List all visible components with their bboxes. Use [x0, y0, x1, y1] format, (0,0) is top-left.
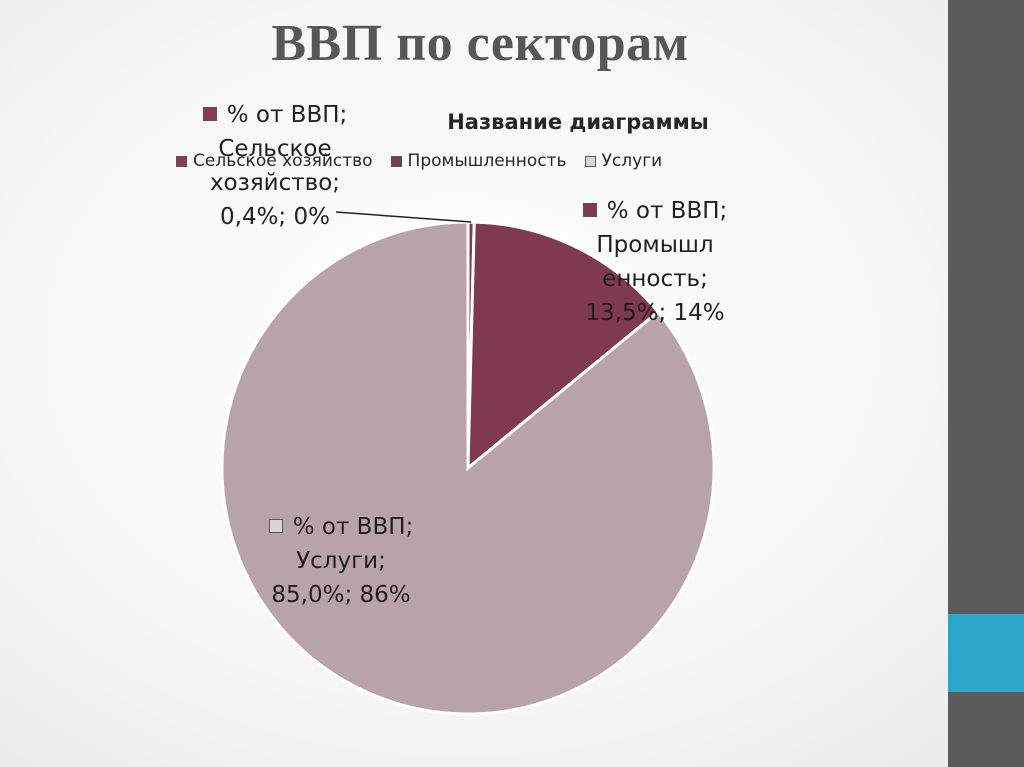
chart-legend: Сельское хозяйство Промышленность Услуги	[176, 148, 680, 174]
legend-item-industry: Промышленность	[390, 151, 567, 171]
legend-label-industry: Промышленность	[407, 151, 567, 171]
label-swatch-services	[268, 519, 283, 533]
legend-swatch-agriculture	[176, 155, 187, 167]
label-industry-line-3: 13,5%; 14%	[585, 300, 725, 326]
label-agriculture-line-0: % от ВВП;	[226, 102, 348, 128]
legend-label-services: Услуги	[601, 151, 663, 171]
data-label-services: % от ВВП; Услуги; 85,0%; 86%	[226, 510, 456, 612]
pie-slice-industry	[466, 220, 661, 472]
label-services-line-0: % от ВВП;	[292, 514, 414, 540]
legend-item-services: Услуги	[584, 151, 663, 171]
legend-swatch-services	[584, 155, 596, 167]
side-accent	[948, 614, 1024, 692]
legend-swatch-industry	[390, 155, 402, 167]
label-industry-line-2: енность;	[602, 266, 708, 292]
label-swatch-agriculture	[202, 107, 217, 121]
label-services-line-1: Услуги;	[296, 548, 386, 574]
label-industry-line-1: Промышл	[596, 232, 714, 258]
label-industry-line-0: % от ВВП;	[606, 198, 728, 224]
pie-slice-services	[220, 220, 716, 716]
label-agriculture-line-3: 0,4%; 0%	[220, 204, 330, 230]
data-label-industry: % от ВВП; Промышл енность; 13,5%; 14%	[540, 194, 770, 330]
legend-label-agriculture: Сельское хозяйство	[193, 151, 373, 171]
label-agriculture-line-2: хозяйство;	[209, 170, 341, 196]
label-agriculture-line-1: Сельское	[218, 136, 332, 162]
data-label-agriculture: % от ВВП; Сельское хозяйство; 0,4%; 0%	[160, 98, 390, 234]
label-swatch-industry	[582, 203, 597, 217]
legend-item-agriculture: Сельское хозяйство	[176, 151, 373, 171]
slide-title: ВВП по секторам	[271, 15, 689, 72]
leader-line-agriculture	[335, 211, 472, 223]
label-services-line-2: 85,0%; 86%	[271, 582, 411, 608]
chart-title: Название диаграммы	[447, 110, 709, 134]
